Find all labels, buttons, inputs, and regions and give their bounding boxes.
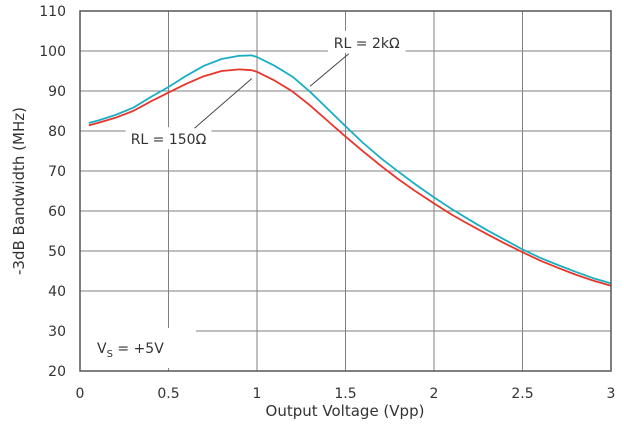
x-tick-label: 0.5 [157,386,179,402]
y-tick-label: 80 [48,124,66,140]
annotation-background [125,127,212,150]
annotation-label: RL = 2kΩ [334,36,400,52]
annotation-label: RL = 150Ω [131,132,207,148]
y-tick-label: 70 [48,164,66,180]
tick-labels: 0 0.5 1 1.5 2 2.5 3 20 30 40 50 60 70 80 90 100 110 [39,4,615,402]
supply-voltage-symbol: V [97,341,107,357]
annotation-background [327,30,406,53]
x-tick-label: 1 [253,386,262,402]
y-tick-label: 60 [48,204,66,220]
y-tick-label: 30 [48,324,66,340]
grid-layer [80,11,611,371]
annotation-leader-line [309,53,350,87]
plot-frame [79,10,612,372]
y-tick-label: 50 [48,244,66,260]
x-tick-label: 2 [430,386,439,402]
supply-voltage-value: = +5V [113,341,164,357]
x-axis-title: Output Voltage (Vpp) [266,402,425,420]
annotation-leader-line [194,78,253,129]
series-line-rl-150 [88,68,612,287]
y-tick-label: 40 [48,284,66,300]
x-tick-label: 1.5 [334,386,356,402]
y-axis-title: -3dB Bandwidth (MHz) [10,107,28,275]
conditions-box: VS = +5V [80,328,196,368]
x-tick-label: 0 [76,386,85,402]
y-tick-label: 100 [39,44,66,60]
y-tick-label: 20 [48,364,66,380]
x-tick-label: 3 [607,386,616,402]
supply-voltage-label: VS = +5V [97,341,164,360]
annotation-layer: RL = 2kΩ RL = 150Ω [125,30,406,150]
y-tick-label: 90 [48,84,66,100]
x-tick-label: 2.5 [511,386,533,402]
series-layer [88,54,612,287]
y-tick-label: 110 [39,4,66,20]
series-line-rl-2k [88,54,612,285]
supply-voltage-subscript: S [107,349,113,360]
